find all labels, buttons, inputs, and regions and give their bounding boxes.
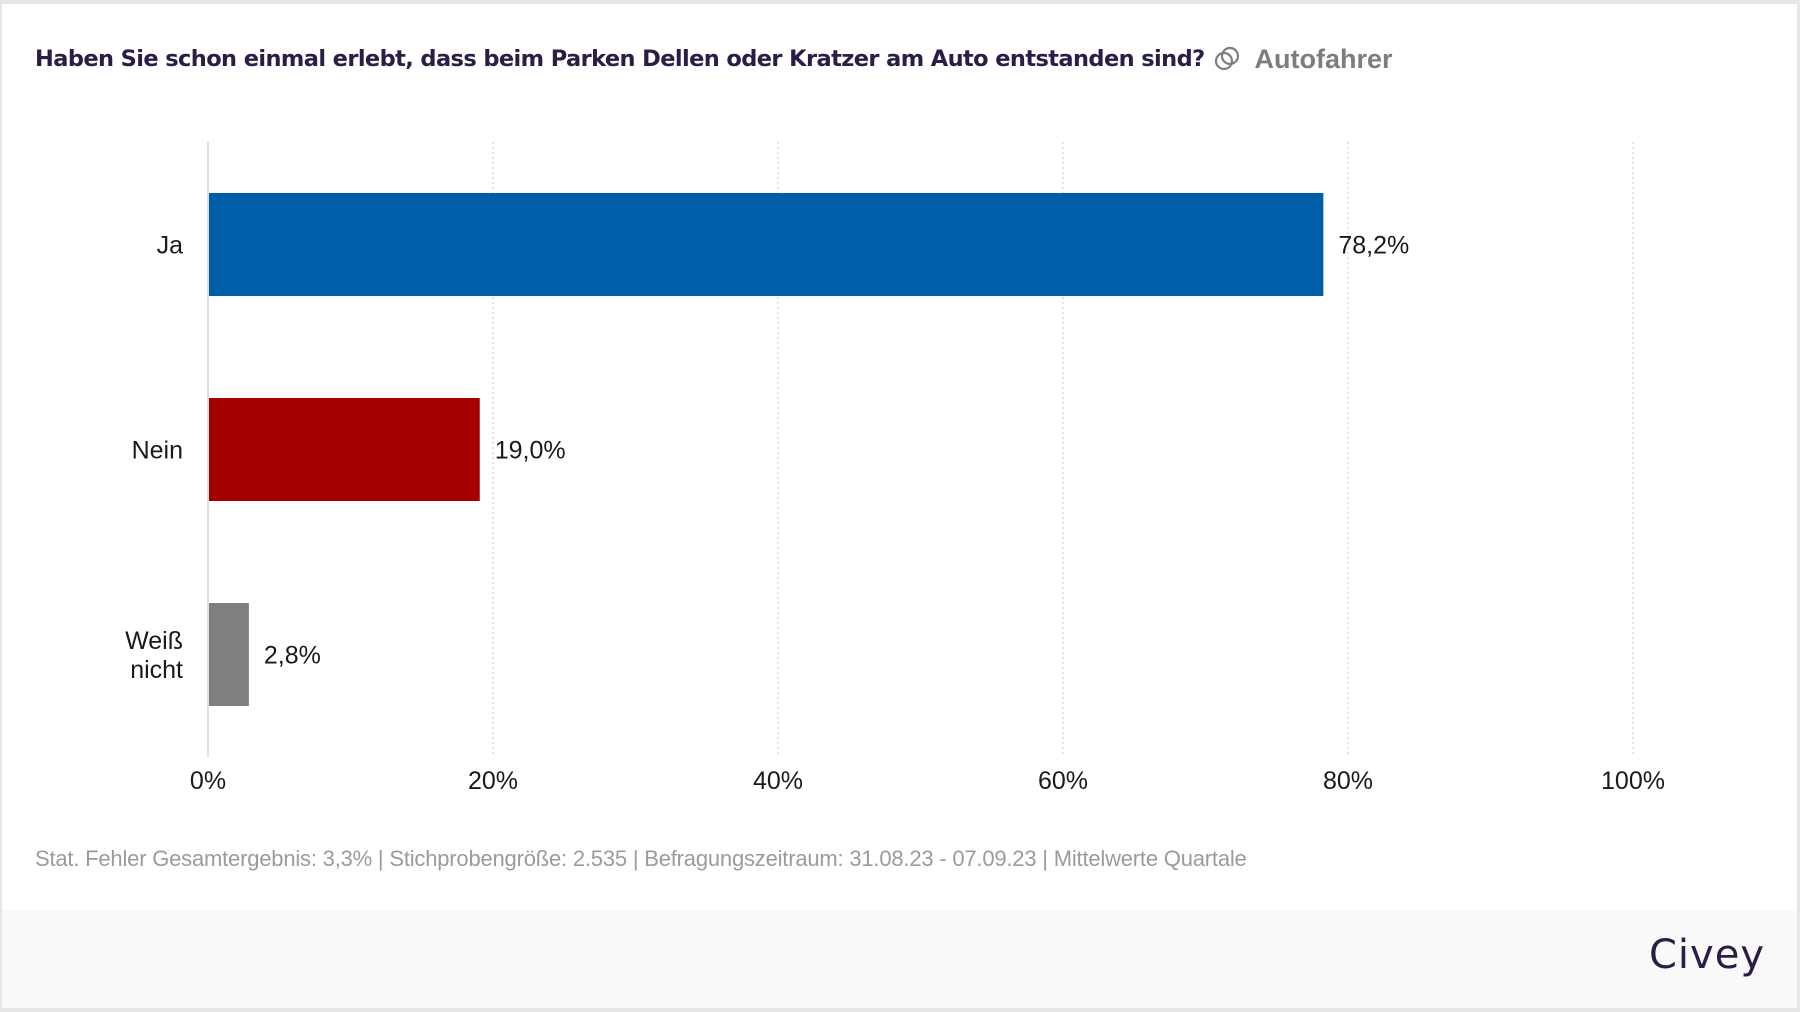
category-label-line: Nein	[132, 437, 183, 465]
category-label: Ja	[157, 232, 184, 260]
value-label: 2,8%	[264, 642, 321, 670]
labels: 0% 20% 40% 60% 80% 100% Ja 78,2% Nein 19,0% Weiß ni…	[125, 232, 1665, 796]
x-tick-label: 80%	[1323, 767, 1373, 795]
value-label: 19,0%	[495, 437, 566, 465]
bar	[209, 398, 480, 501]
civey-logo[interactable]: Civey	[1649, 932, 1765, 978]
category-label: Nein	[132, 437, 183, 465]
segment-rings-icon	[1213, 45, 1241, 73]
bar	[209, 603, 249, 706]
chart-title: Haben Sie schon einmal erlebt, dass beim…	[35, 46, 1205, 72]
bar	[209, 193, 1324, 296]
category-label-line: nicht	[130, 656, 183, 684]
footnote: Stat. Fehler Gesamtergebnis: 3,3% | Stic…	[35, 846, 1247, 871]
chart-card: Haben Sie schon einmal erlebt, dass beim…	[2, 4, 1797, 1008]
category-label-line: Ja	[157, 232, 184, 260]
header: Haben Sie schon einmal erlebt, dass beim…	[35, 42, 1393, 76]
bar-chart: 0% 20% 40% 60% 80% 100% Ja 78,2% Nein 19,0% Weiß ni…	[125, 142, 1665, 796]
footer: Civey	[2, 910, 1797, 1008]
category-label: Weiß nicht	[125, 627, 183, 684]
x-tick-label: 0%	[190, 767, 226, 795]
segment-label[interactable]: Autofahrer	[1254, 43, 1393, 74]
bars	[209, 193, 1324, 706]
x-tick-label: 20%	[468, 767, 518, 795]
x-tick-label: 100%	[1601, 767, 1665, 795]
x-tick-label: 60%	[1038, 767, 1088, 795]
x-tick-label: 40%	[753, 767, 803, 795]
value-label: 78,2%	[1338, 232, 1409, 260]
category-label-line: Weiß	[125, 627, 183, 655]
